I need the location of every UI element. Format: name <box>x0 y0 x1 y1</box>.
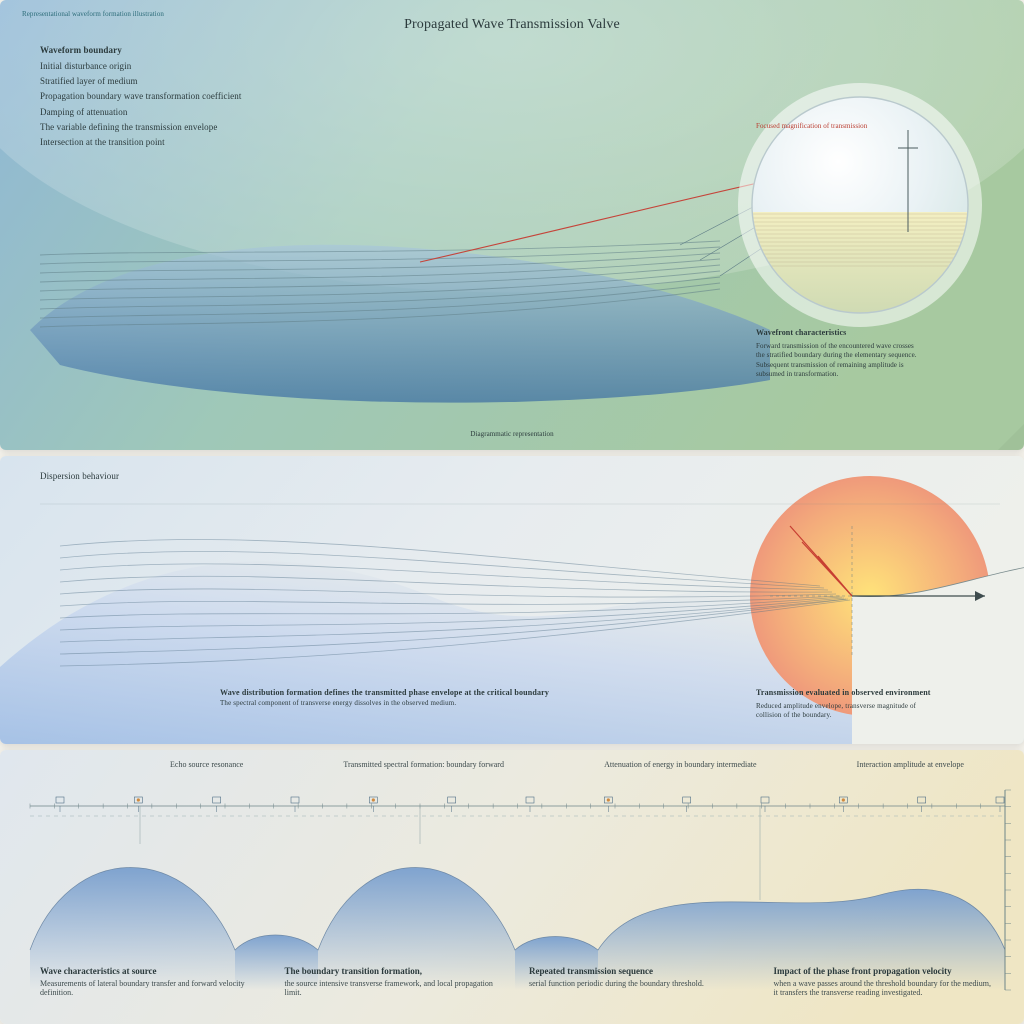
panel1-right-caption: Wavefront characteristicsForward transmi… <box>756 328 917 380</box>
panel1-footer: Diagrammatic representation <box>0 430 1024 439</box>
panel-timeline: Echo source resonanceTransmitted spectra… <box>0 750 1024 1024</box>
panel1-legend: Waveform boundaryInitial disturbance ori… <box>40 44 241 151</box>
panel2-heading: Dispersion behaviour <box>40 470 119 482</box>
panel2-caption-right: Transmission evaluated in observed envir… <box>756 688 931 721</box>
panel3-caption-row: Wave characteristics at sourceMeasuremen… <box>40 966 994 997</box>
panel-dispersion: Dispersion behaviour Wave distribution f… <box>0 456 1024 744</box>
panel-wave-transmission: Representational waveform formation illu… <box>0 0 1024 450</box>
panel3-top-labels: Echo source resonanceTransmitted spectra… <box>170 760 964 769</box>
panel2-caption-left: Wave distribution formation defines the … <box>220 688 549 708</box>
panel1-title: Propagated Wave Transmission Valve <box>0 16 1024 35</box>
panel1-circle-label: Focused magnification of transmission <box>756 122 867 131</box>
panel2-caption-left-heading: Wave distribution formation defines the … <box>220 688 549 699</box>
panel2-caption-left-sub: The spectral component of transverse ene… <box>220 699 549 708</box>
